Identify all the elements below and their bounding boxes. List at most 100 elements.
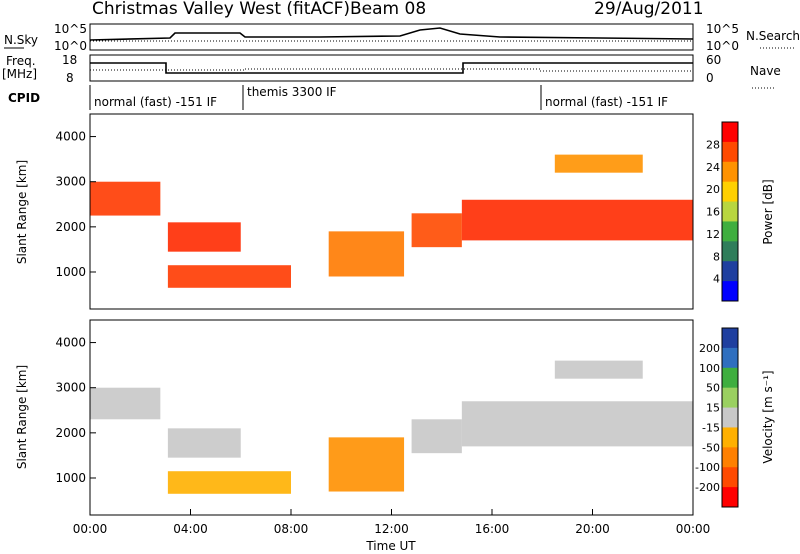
velocity-ytick-label-3: 1000 [55,471,86,485]
power-y-ticks: 4000 3000 2000 1000 [55,130,96,279]
velocity-ytick-label-1: 3000 [55,381,86,395]
power-colorbar-swatch-4 [722,201,738,222]
velocity-colorbar-label: Velocity [m s⁻¹] [761,370,775,463]
x-tick-label-1: 04:00 [173,522,208,536]
power-colorbar-frame [721,121,739,302]
velocity-colorbar-swatch-5 [722,427,738,448]
power-colorbar-swatch-5 [722,221,738,242]
velocity-band-2 [167,471,291,494]
x-tick-label-6: 00:00 [676,522,711,536]
velocity-colorbar-swatch-1 [722,347,738,369]
freq-tick-top: 18 [62,53,77,67]
nsearch-tick-bottom: 10^0 [706,39,739,53]
velocity-colorbar-swatch-7 [722,467,738,488]
power-band-5 [461,199,693,241]
x-tick-label-5: 20:00 [575,522,610,536]
velocity-y-ticks: 4000 3000 2000 1000 [55,336,96,485]
power-ytick-label-2: 2000 [55,220,86,234]
nave-tick-top: 60 [706,53,721,67]
velocity-colorbar-tick-1: 100 [699,362,720,375]
velocity-colorbar-swatch-4 [722,407,738,428]
nsky-frame [89,23,694,51]
velocity-colorbar-tick-2: 50 [706,382,720,395]
power-colorbar-tick-3: 16 [706,206,720,219]
power-colorbar-swatch-2 [722,161,738,183]
velocity-marks [90,360,693,494]
velocity-ytick-label-2: 2000 [55,426,86,440]
power-band-2 [167,265,291,288]
nsearch-tick-top: 10^5 [706,22,739,36]
velocity-colorbar-frame [721,327,739,508]
nsky-tick-top: 10^5 [54,22,87,36]
power-panel: 4000 3000 2000 1000 Slant Range [km] 28 24 20… [15,113,775,310]
cpid-panel: CPID normal (fast) -151 IF themis 3300 I… [8,85,668,110]
velocity-colorbar-tick-7: -200 [695,481,720,494]
velocity-band-4 [411,419,462,454]
date-label: 29/Aug/2011 [594,0,704,19]
power-colorbar-tick-4: 12 [706,228,720,241]
power-band-1 [167,222,241,252]
power-colorbar-swatch-0 [722,122,738,143]
freq-label-1: Freq. [6,54,36,68]
freq-tick-bottom: 8 [66,71,74,85]
velocity-colorbar-tick-0: 200 [699,342,720,355]
velocity-band-0 [90,387,161,420]
velocity-colorbar-tick-6: -100 [695,461,720,474]
cpid-mode-3: normal (fast) -151 IF [545,95,668,109]
freq-frame [89,54,694,82]
power-colorbar-swatch-8 [722,281,738,302]
nsky-tick-bottom: 10^0 [54,39,87,53]
power-ylabel: Slant Range [km] [15,160,29,264]
velocity-colorbar-swatch-3 [722,387,738,409]
power-colorbar-swatch-7 [722,261,738,282]
freq-label-2: [MHz] [2,67,37,81]
power-band-4 [411,213,462,248]
nsky-panel: N.Sky 10^5 10^0 10^5 10^0 N.Search [4,22,800,53]
velocity-colorbar-tick-4: -15 [702,421,720,434]
x-tick-label-3: 12:00 [374,522,409,536]
power-colorbar-swatch-1 [722,141,738,163]
power-ytick-label-3: 1000 [55,265,86,279]
nsky-label: N.Sky [4,33,38,47]
nsky-trace [89,27,694,41]
freq-trace [90,62,693,74]
power-colorbar: 28 24 20 16 12 8 4 [706,121,739,302]
power-band-6 [554,154,643,173]
freq-panel: Freq. [MHz] 18 8 60 0 Nave [2,53,781,89]
station-title: Christmas Valley West (fitACF) [92,0,350,19]
velocity-panel: 4000 3000 2000 1000 Slant Range [km] 200 100… [15,319,775,516]
velocity-colorbar-swatch-6 [722,447,738,468]
power-colorbar-tick-5: 8 [713,250,720,263]
velocity-colorbar-tick-3: 15 [706,402,720,415]
velocity-colorbar-tick-5: -50 [702,441,720,454]
power-band-0 [90,181,161,216]
power-colorbar-label: Power [dB] [761,179,775,244]
power-colorbar-swatch-6 [722,241,738,262]
power-colorbar-swatch-3 [722,181,738,203]
nsearch-label: N.Search [746,29,800,43]
x-axis-label: Time UT [365,539,416,553]
velocity-colorbar-swatch-0 [722,328,738,349]
power-ytick-label-1: 3000 [55,175,86,189]
x-tick-label-4: 16:00 [475,522,510,536]
velocity-colorbar-swatch-8 [722,487,738,508]
nave-trace [90,68,693,72]
power-colorbar-tick-2: 20 [706,183,720,196]
velocity-colorbar-swatch-2 [722,367,738,389]
velocity-colorbar: 200 100 50 15 -15 -50 -100 -200 [695,327,739,508]
power-marks [90,154,693,288]
power-colorbar-tick-1: 24 [706,161,720,174]
cpid-mode-1: normal (fast) -151 IF [94,95,217,109]
power-ytick-label-0: 4000 [55,130,86,144]
velocity-band-1 [167,428,241,458]
velocity-band-5 [461,401,693,447]
velocity-ytick-label-0: 4000 [55,336,86,350]
nave-label: Nave [750,64,781,78]
velocity-band-6 [554,360,643,379]
x-tick-label-0: 00:00 [73,522,108,536]
beam-label: Beam 08 [350,0,426,19]
power-colorbar-tick-6: 4 [713,273,720,286]
power-colorbar-tick-0: 28 [706,138,720,151]
x-tick-label-2: 08:00 [274,522,309,536]
